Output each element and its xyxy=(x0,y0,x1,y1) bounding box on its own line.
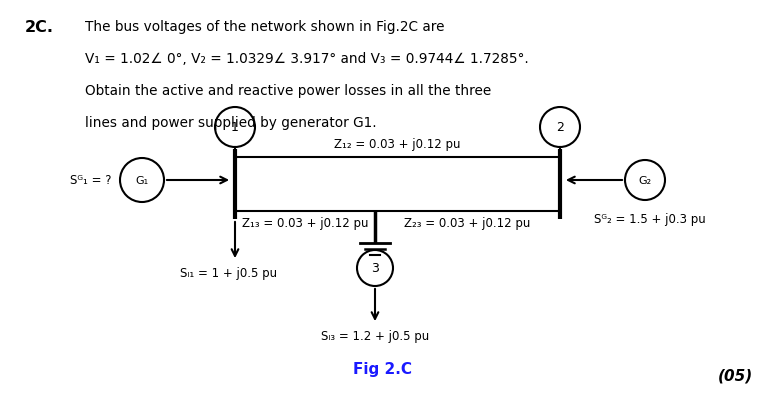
Text: Z₁₃ = 0.03 + j0.12 pu: Z₁₃ = 0.03 + j0.12 pu xyxy=(242,217,368,229)
Text: G₂: G₂ xyxy=(639,176,652,186)
Text: lines and power supplied by generator G1.: lines and power supplied by generator G1… xyxy=(85,116,376,130)
Text: 2C.: 2C. xyxy=(25,20,54,35)
Text: Sₗ₁ = 1 + j0.5 pu: Sₗ₁ = 1 + j0.5 pu xyxy=(180,266,277,279)
Text: (05): (05) xyxy=(718,368,753,383)
Text: Sᴳ₁ = ?: Sᴳ₁ = ? xyxy=(70,174,112,187)
Text: Sₗ₃ = 1.2 + j0.5 pu: Sₗ₃ = 1.2 + j0.5 pu xyxy=(321,329,429,342)
Text: Fig 2.C: Fig 2.C xyxy=(353,361,412,376)
Text: G₁: G₁ xyxy=(135,176,148,186)
Text: Z₁₂ = 0.03 + j0.12 pu: Z₁₂ = 0.03 + j0.12 pu xyxy=(334,138,461,151)
Text: Z₂₃ = 0.03 + j0.12 pu: Z₂₃ = 0.03 + j0.12 pu xyxy=(405,217,531,229)
Text: V₁ = 1.02∠ 0°, V₂ = 1.0329∠ 3.917° and V₃ = 0.9744∠ 1.7285°.: V₁ = 1.02∠ 0°, V₂ = 1.0329∠ 3.917° and V… xyxy=(85,52,529,66)
Text: 2: 2 xyxy=(556,121,564,134)
Text: Sᴳ₂ = 1.5 + j0.3 pu: Sᴳ₂ = 1.5 + j0.3 pu xyxy=(594,213,706,225)
Text: Obtain the active and reactive power losses in all the three: Obtain the active and reactive power los… xyxy=(85,84,491,98)
Text: 1: 1 xyxy=(231,121,239,134)
Text: The bus voltages of the network shown in Fig.2C are: The bus voltages of the network shown in… xyxy=(85,20,444,34)
Text: 3: 3 xyxy=(371,262,379,275)
